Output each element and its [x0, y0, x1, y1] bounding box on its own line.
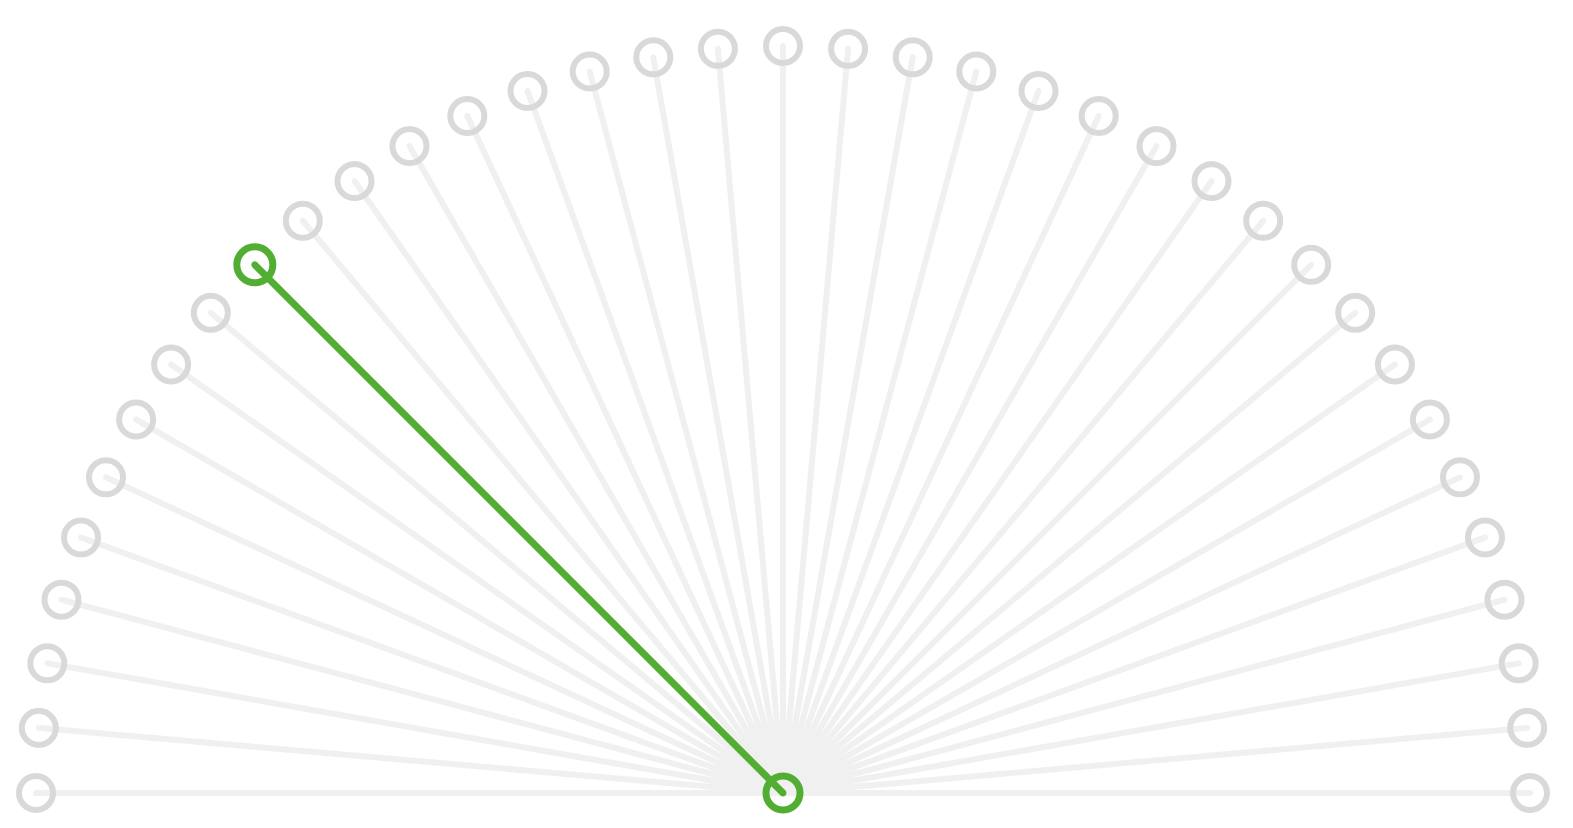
- spoke-end-node[interactable]: [1243, 200, 1284, 241]
- spoke-line: [780, 88, 1042, 796]
- spoke-end-node[interactable]: [1136, 126, 1177, 167]
- spoke-end-node[interactable]: [1440, 457, 1480, 498]
- spoke-line: [780, 309, 1359, 796]
- spoke-end-node[interactable]: [1335, 292, 1376, 333]
- selected-end-node[interactable]: [233, 243, 277, 287]
- spoke-end-node[interactable]: [956, 51, 997, 92]
- spokes-layer: [33, 43, 1533, 796]
- spoke-end-node[interactable]: [1507, 707, 1548, 748]
- spoke-line: [780, 474, 1463, 796]
- spoke-line: [714, 45, 786, 796]
- spoke-end-node[interactable]: [569, 51, 610, 92]
- spoke-end-node[interactable]: [763, 26, 803, 66]
- spoke-end-node[interactable]: [1374, 344, 1415, 385]
- spoke-line: [133, 416, 786, 796]
- nodes-layer: [16, 26, 1550, 813]
- spoke-line: [650, 54, 786, 796]
- spoke-end-node[interactable]: [1498, 643, 1539, 684]
- spoke-end-node[interactable]: [1191, 161, 1232, 202]
- spoke-end-node[interactable]: [697, 28, 738, 69]
- spoke-line: [78, 534, 786, 796]
- spoke-end-node[interactable]: [18, 707, 59, 748]
- spoke-line: [780, 660, 1522, 796]
- spoke-end-node[interactable]: [116, 399, 157, 440]
- spoke-end-node[interactable]: [334, 161, 375, 202]
- spoke-end-node[interactable]: [507, 71, 548, 111]
- spoke-line: [299, 217, 786, 796]
- spoke-line: [524, 88, 786, 796]
- spoke-end-node[interactable]: [389, 126, 430, 167]
- spoke-line: [780, 178, 1215, 796]
- spoke-line: [780, 217, 1267, 796]
- spoke-end-node[interactable]: [190, 292, 231, 333]
- spoke-line: [780, 261, 1315, 796]
- selected-spoke-line: [251, 261, 787, 797]
- spoke-line: [168, 361, 786, 796]
- spoke-end-node[interactable]: [1510, 773, 1550, 813]
- spoke-end-node[interactable]: [1078, 96, 1119, 136]
- spoke-line: [780, 416, 1433, 796]
- spoke-line: [780, 143, 1160, 796]
- spoke-end-node[interactable]: [892, 37, 933, 78]
- spoke-end-node[interactable]: [1409, 399, 1450, 440]
- spoke-end-node[interactable]: [61, 517, 101, 558]
- spoke-end-node[interactable]: [1291, 244, 1332, 285]
- spoke-line: [406, 143, 786, 796]
- spoke-end-node[interactable]: [151, 344, 192, 385]
- spoke-end-node[interactable]: [1484, 579, 1525, 620]
- hub-node[interactable]: [762, 772, 804, 814]
- spoke-line: [58, 596, 786, 796]
- spoke-end-node[interactable]: [16, 773, 56, 813]
- spoke-line: [586, 68, 786, 796]
- spoke-end-node[interactable]: [1465, 517, 1505, 558]
- spoke-end-node[interactable]: [828, 28, 869, 69]
- spoke-end-node[interactable]: [282, 200, 323, 241]
- spoke-line: [780, 361, 1398, 796]
- spoke-line: [780, 113, 1102, 796]
- spoke-end-node[interactable]: [86, 457, 126, 498]
- spoke-line: [44, 660, 786, 796]
- selected-layer: [233, 243, 804, 814]
- spoke-line: [35, 724, 786, 796]
- spoke-end-node[interactable]: [41, 579, 82, 620]
- spoke-end-node[interactable]: [633, 37, 674, 78]
- spoke-line: [351, 178, 786, 796]
- spoke-end-node[interactable]: [1018, 71, 1059, 111]
- spoke-line: [780, 596, 1508, 796]
- spoke-end-node[interactable]: [27, 643, 68, 684]
- spoke-line: [780, 68, 980, 796]
- spoke-line: [780, 534, 1488, 796]
- spoke-line: [780, 724, 1531, 796]
- spoke-line: [207, 309, 786, 796]
- spoke-line: [780, 54, 916, 796]
- spoke-line: [464, 113, 786, 796]
- spoke-end-node[interactable]: [447, 96, 488, 136]
- spoke-line: [103, 474, 786, 796]
- spoke-line: [780, 45, 852, 796]
